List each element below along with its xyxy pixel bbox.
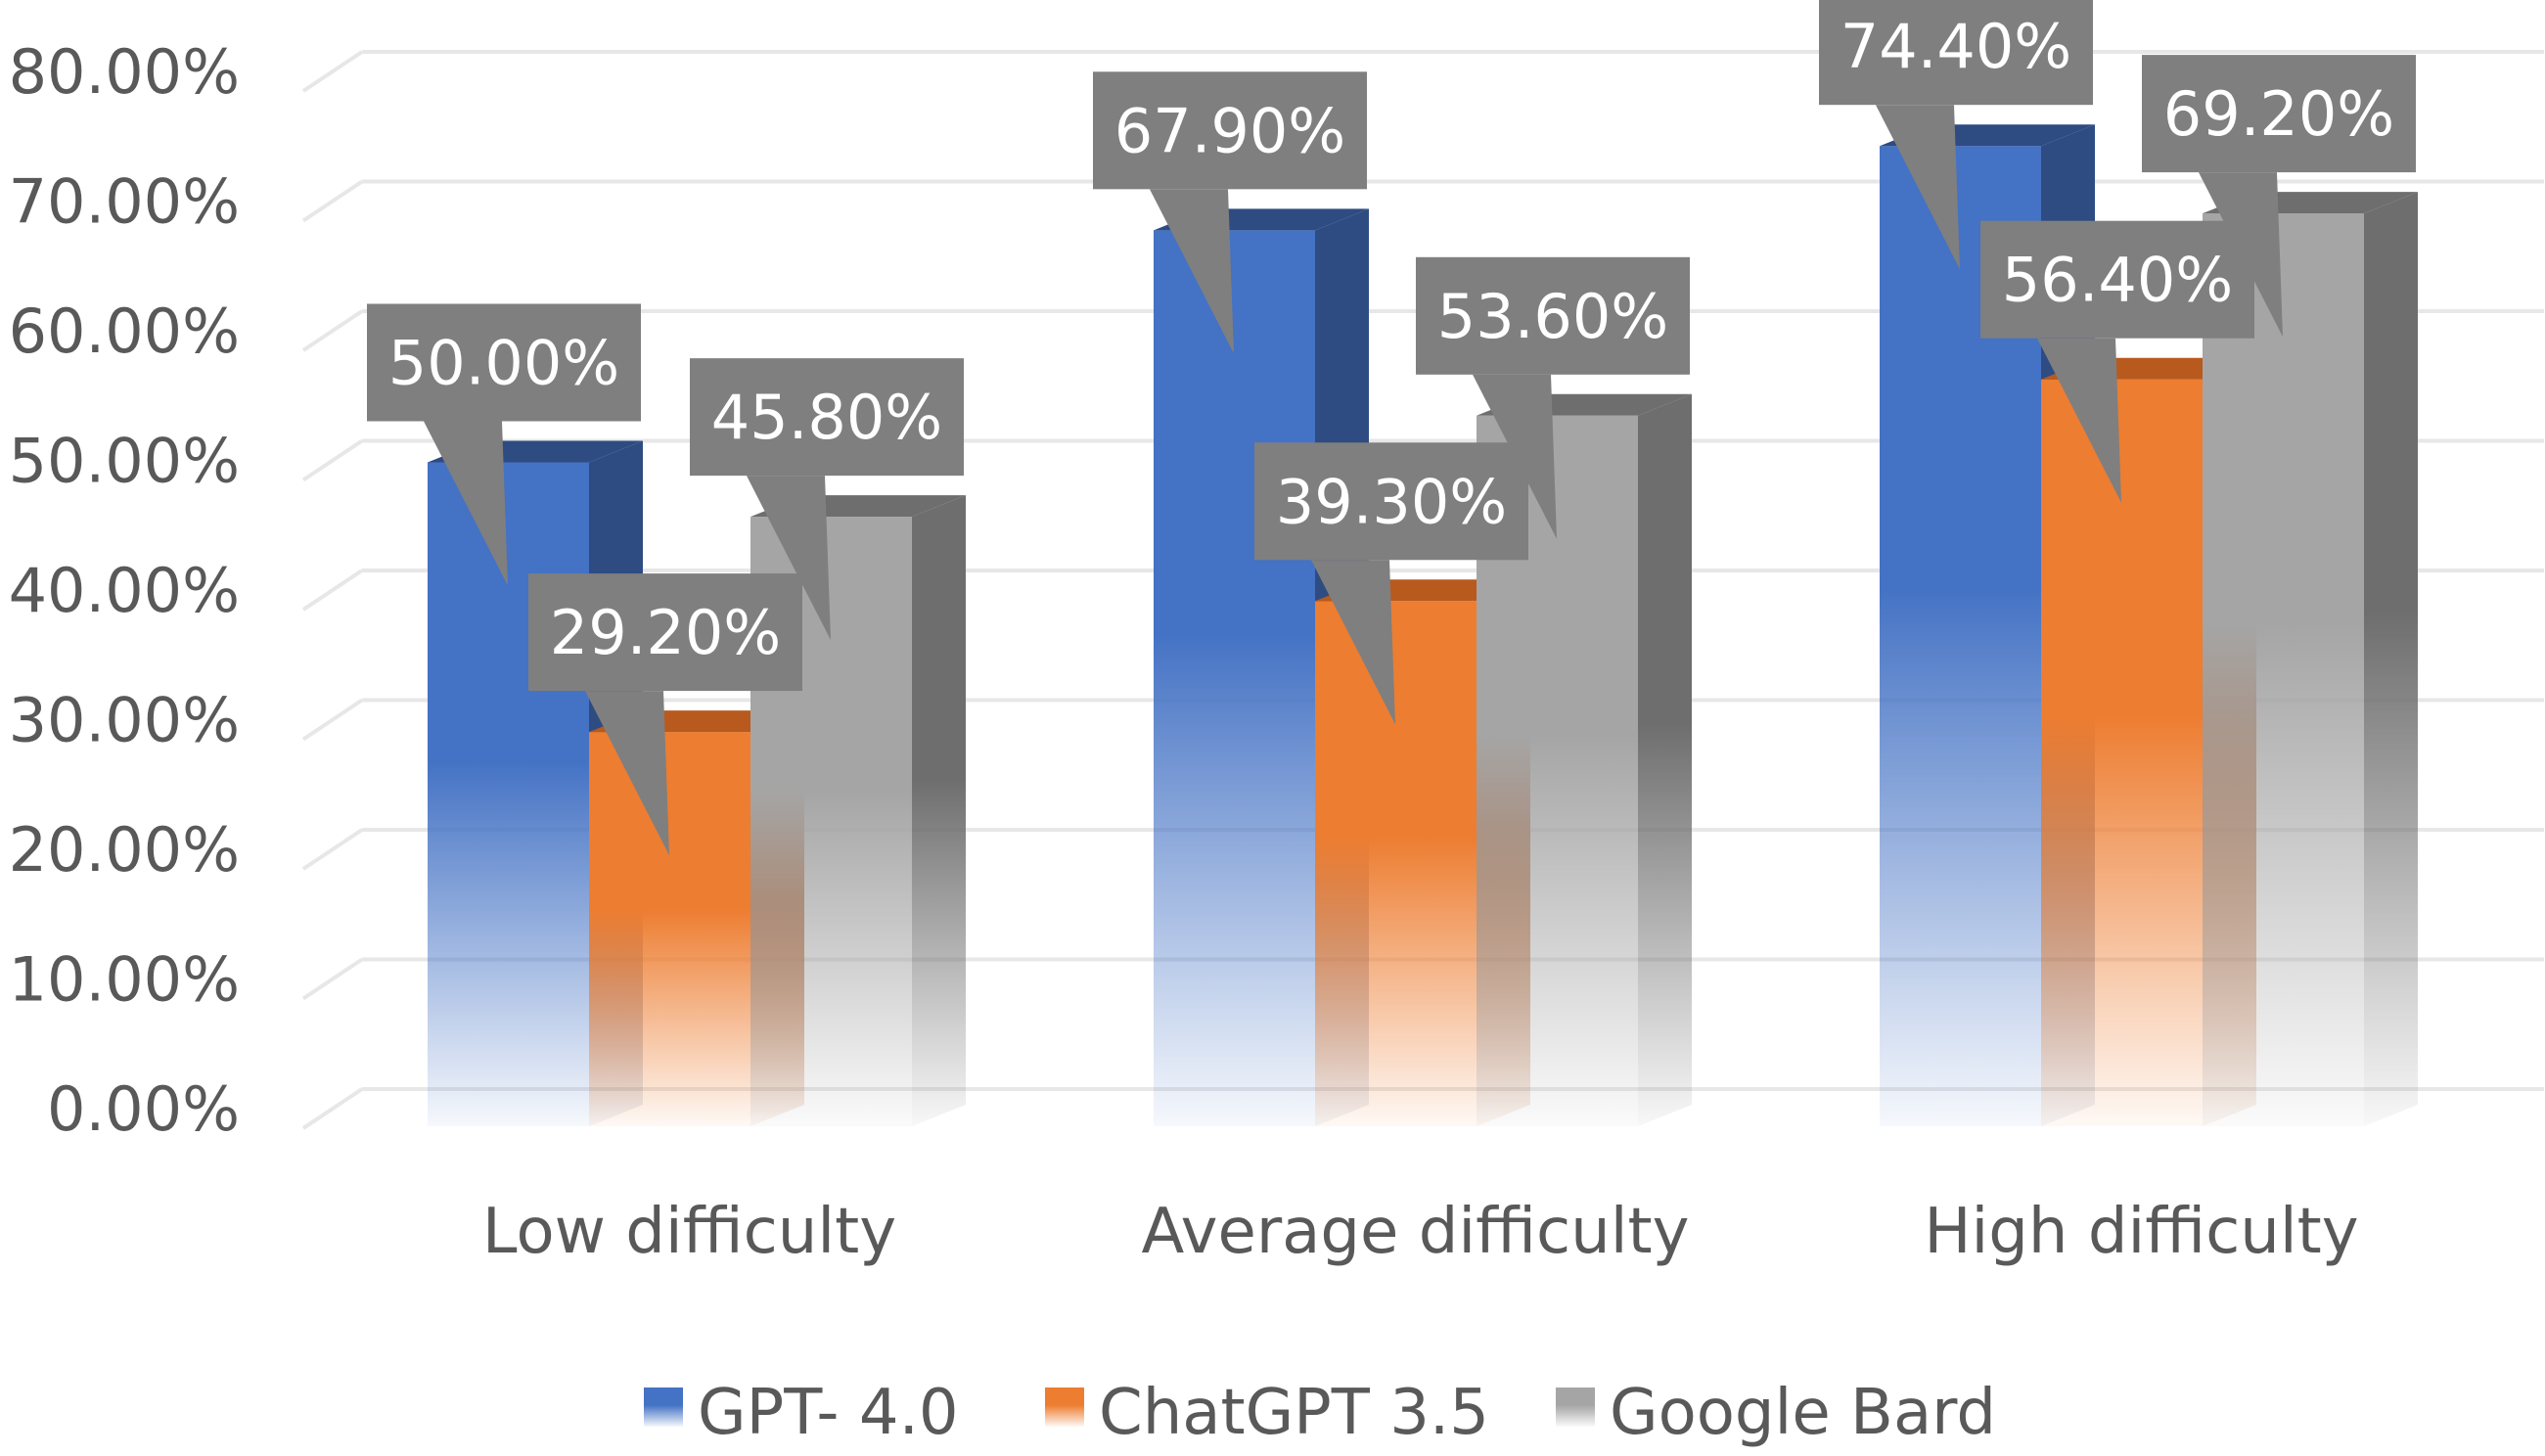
data-label-text: 53.60%	[1437, 281, 1668, 352]
callout-pointer	[747, 476, 831, 641]
bar-front	[2041, 379, 2203, 1126]
callout-box	[2142, 55, 2416, 173]
legend-label: ChatGPT 3.5	[1099, 1377, 1489, 1449]
bar-front	[1315, 601, 1477, 1126]
callout-box	[1093, 71, 1367, 190]
callout-box	[1416, 256, 1690, 375]
x-category-label: Low difficulty	[482, 1196, 896, 1268]
callout-pointer	[2199, 172, 2283, 338]
y-tick-label: 40.00%	[9, 555, 240, 626]
data-label-1-2: 67.90%	[1093, 71, 1367, 354]
x-category-label: High difficulty	[1924, 1196, 2358, 1268]
bar-front	[1154, 230, 1315, 1126]
data-label-text: 67.90%	[1114, 95, 1345, 166]
legend-item-2: ChatGPT 3.5	[1045, 1377, 1489, 1449]
data-label-text: 74.40%	[1841, 11, 2071, 82]
data-label-text: 56.40%	[2002, 245, 2233, 316]
callout-pointer	[585, 691, 669, 856]
bar-front	[2203, 213, 2364, 1127]
data-label-1-1: 50.00%	[367, 303, 641, 586]
data-label-text: 45.80%	[711, 382, 942, 453]
y-tick-label: 30.00%	[9, 685, 240, 756]
callout-box	[528, 573, 802, 692]
bar-side	[2364, 192, 2418, 1127]
callout-box	[1819, 0, 2093, 106]
bar-side	[912, 495, 966, 1126]
y-tick-label: 80.00%	[9, 36, 240, 108]
callout-box	[690, 358, 964, 477]
data-label-text: 29.20%	[550, 597, 781, 668]
y-axis: 0.00% 10.00% 20.00% 30.00% 40.00% 50.00% 60.00…	[9, 36, 240, 1145]
x-category-label: Average difficulty	[1142, 1196, 1690, 1268]
legend-label: GPT- 4.0	[698, 1377, 959, 1449]
data-label-2-3: 56.40%	[1980, 220, 2254, 503]
legend-swatch	[1556, 1388, 1595, 1427]
gridline-stub	[301, 50, 364, 93]
legend: GPT- 4.0 ChatGPT 3.5 Google Bard	[644, 1377, 1996, 1449]
y-tick-label: 70.00%	[9, 166, 240, 238]
callout-pointer	[1876, 105, 1960, 270]
y-tick-label: 50.00%	[9, 426, 240, 497]
legend-swatch	[1045, 1388, 1084, 1427]
callout-box	[1980, 220, 2254, 339]
gridline-stub	[301, 957, 364, 1001]
gridline-stub	[301, 1087, 364, 1130]
data-label-2-1: 29.20%	[528, 573, 802, 856]
y-tick-label: 60.00%	[9, 296, 240, 367]
bar-front	[589, 732, 750, 1126]
data-label-3-3: 69.20%	[2142, 55, 2416, 338]
callout-pointer	[1473, 374, 1557, 539]
callout-pointer	[2037, 338, 2121, 503]
legend-label: Google Bard	[1610, 1377, 1996, 1449]
bar-3-2	[1477, 393, 1692, 1126]
data-label-text: 39.30%	[1276, 466, 1507, 537]
y-tick-label: 0.00%	[47, 1073, 240, 1145]
data-label-text: 50.00%	[388, 328, 619, 399]
data-label-text: 69.20%	[2163, 78, 2394, 150]
data-label-2-2: 39.30%	[1254, 442, 1528, 725]
y-tick-label: 10.00%	[9, 944, 240, 1016]
gridline-stub	[301, 828, 364, 871]
gridline-stub	[301, 698, 364, 742]
y-tick-label: 20.00%	[9, 814, 240, 886]
data-label-3-2: 53.60%	[1416, 256, 1690, 539]
legend-item-1: GPT- 4.0	[644, 1377, 959, 1449]
data-label-1-3: 74.40%	[1819, 0, 2093, 270]
x-axis: Low difficulty Average difficulty High dif…	[482, 1196, 2359, 1268]
legend-item-3: Google Bard	[1556, 1377, 1996, 1449]
legend-swatch	[644, 1388, 683, 1427]
gridline-stub	[301, 438, 364, 482]
callout-pointer	[1311, 560, 1395, 725]
bar-front	[428, 462, 589, 1126]
gridline-stub	[301, 179, 364, 223]
callout-box	[1254, 442, 1528, 561]
callout-pointer	[424, 421, 508, 586]
callout-box	[367, 303, 641, 422]
data-label-3-1: 45.80%	[690, 358, 964, 641]
callout-pointer	[1150, 189, 1234, 354]
bar-side	[1638, 393, 1692, 1126]
plot-area	[428, 124, 2418, 1127]
data-labels: 50.00% 29.20% 45.80% 67.90% 39.30% 53.60% 74.4…	[367, 0, 2416, 856]
gridline-stub	[301, 309, 364, 352]
gridline-stub	[301, 569, 364, 612]
